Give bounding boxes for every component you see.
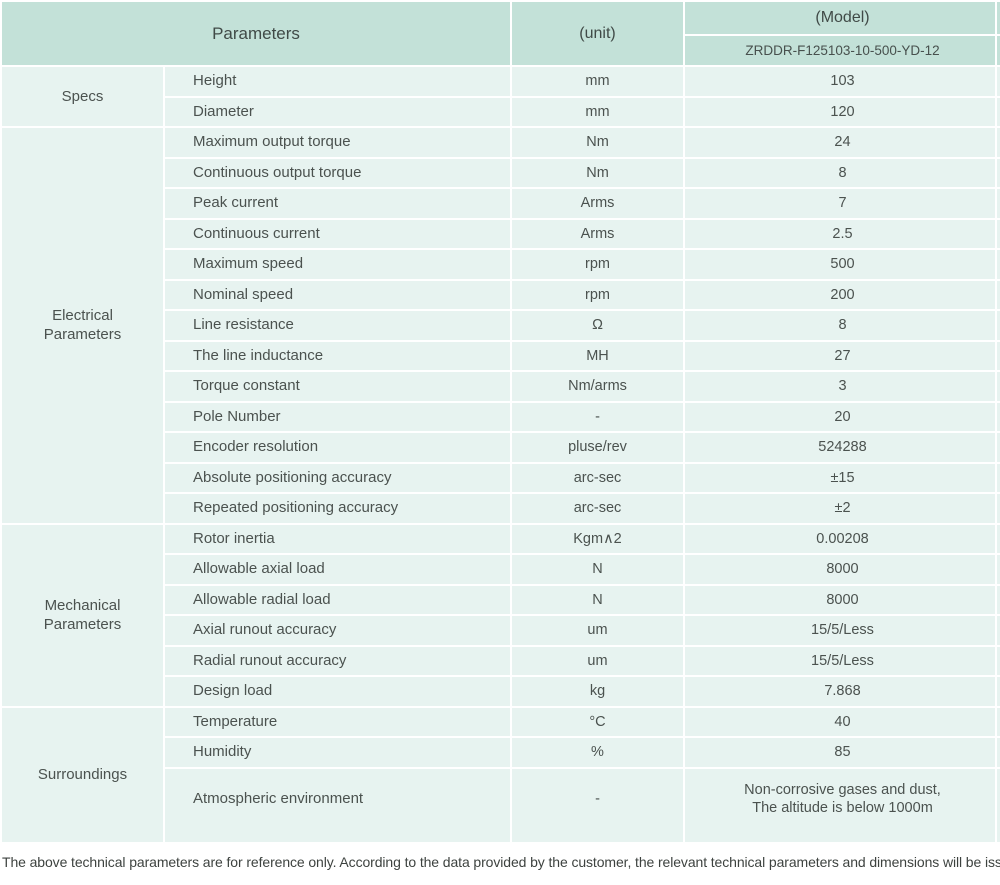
unit-cell: pluse/rev: [512, 433, 683, 462]
param-name-cell: Humidity: [165, 738, 510, 767]
value-cell: 103: [685, 67, 1000, 96]
value-cell: ±2: [685, 494, 1000, 523]
value-cell: 2.5: [685, 219, 1000, 248]
unit-cell: Kgm∧2: [512, 524, 683, 553]
unit-cell: %: [512, 738, 683, 767]
group-label-0: Specs: [2, 67, 163, 126]
unit-cell: rpm: [512, 280, 683, 309]
param-name-cell: Nominal speed: [165, 280, 510, 309]
param-name-cell: Repeated positioning accuracy: [165, 494, 510, 523]
unit-cell: Nm/arms: [512, 372, 683, 401]
param-name-cell: Rotor inertia: [165, 524, 510, 553]
value-cell: Non-corrosive gases and dust, The altitu…: [685, 768, 1000, 842]
param-name-cell: Diameter: [165, 97, 510, 126]
spec-table: Parameters (unit) (Model) ZRDDR-F125103-10-…: [0, 0, 1000, 842]
unit-cell: um: [512, 646, 683, 675]
param-name-cell: Maximum speed: [165, 250, 510, 279]
param-name-cell: Allowable axial load: [165, 555, 510, 584]
unit-cell: N: [512, 555, 683, 584]
unit-cell: Arms: [512, 189, 683, 218]
param-name-cell: Pole Number: [165, 402, 510, 431]
unit-cell: arc-sec: [512, 463, 683, 492]
unit-cell: Arms: [512, 219, 683, 248]
unit-header: (unit): [512, 2, 683, 65]
group-label-1: Electrical Parameters: [2, 128, 163, 523]
model-header: (Model): [685, 2, 1000, 34]
unit-cell: N: [512, 585, 683, 614]
param-name-cell: Atmospheric environment: [165, 768, 510, 842]
unit-cell: kg: [512, 677, 683, 706]
param-name-cell: Continuous output torque: [165, 158, 510, 187]
param-name-cell: Temperature: [165, 707, 510, 736]
value-cell: 15/5/Less: [685, 646, 1000, 675]
param-name-cell: Line resistance: [165, 311, 510, 340]
model-code: ZRDDR-F125103-10-500-YD-12: [685, 36, 1000, 65]
value-cell: 27: [685, 341, 1000, 370]
unit-cell: mm: [512, 97, 683, 126]
param-name-cell: Peak current: [165, 189, 510, 218]
group-label-3: Surroundings: [2, 707, 163, 842]
value-cell: 8: [685, 311, 1000, 340]
group-label-2: Mechanical Parameters: [2, 524, 163, 706]
unit-cell: Ω: [512, 311, 683, 340]
param-name-cell: Encoder resolution: [165, 433, 510, 462]
param-name-cell: Continuous current: [165, 219, 510, 248]
value-cell: 120: [685, 97, 1000, 126]
value-cell: 7: [685, 189, 1000, 218]
param-name-cell: Axial runout accuracy: [165, 616, 510, 645]
value-cell: 85: [685, 738, 1000, 767]
value-cell: 40: [685, 707, 1000, 736]
unit-cell: Nm: [512, 128, 683, 157]
value-cell: 7.868: [685, 677, 1000, 706]
unit-cell: MH: [512, 341, 683, 370]
param-name-cell: Height: [165, 67, 510, 96]
value-cell: 0.00208: [685, 524, 1000, 553]
value-cell: 24: [685, 128, 1000, 157]
param-name-cell: Maximum output torque: [165, 128, 510, 157]
param-name-cell: Allowable radial load: [165, 585, 510, 614]
unit-cell: rpm: [512, 250, 683, 279]
value-cell: 200: [685, 280, 1000, 309]
value-cell: 20: [685, 402, 1000, 431]
value-cell: 15/5/Less: [685, 616, 1000, 645]
value-cell: 8000: [685, 585, 1000, 614]
unit-cell: °C: [512, 707, 683, 736]
unit-cell: -: [512, 402, 683, 431]
param-name-cell: The line inductance: [165, 341, 510, 370]
param-name-cell: Torque constant: [165, 372, 510, 401]
footer-note: The above technical parameters are for r…: [2, 853, 1000, 870]
value-cell: ±15: [685, 463, 1000, 492]
value-cell: 524288: [685, 433, 1000, 462]
param-name-cell: Absolute positioning accuracy: [165, 463, 510, 492]
unit-cell: Nm: [512, 158, 683, 187]
param-name-cell: Radial runout accuracy: [165, 646, 510, 675]
value-cell: 3: [685, 372, 1000, 401]
unit-cell: mm: [512, 67, 683, 96]
unit-cell: arc-sec: [512, 494, 683, 523]
parameters-header: Parameters: [2, 2, 510, 65]
unit-cell: um: [512, 616, 683, 645]
value-cell: 8000: [685, 555, 1000, 584]
param-name-cell: Design load: [165, 677, 510, 706]
value-cell: 500: [685, 250, 1000, 279]
value-cell: 8: [685, 158, 1000, 187]
unit-cell: -: [512, 768, 683, 842]
